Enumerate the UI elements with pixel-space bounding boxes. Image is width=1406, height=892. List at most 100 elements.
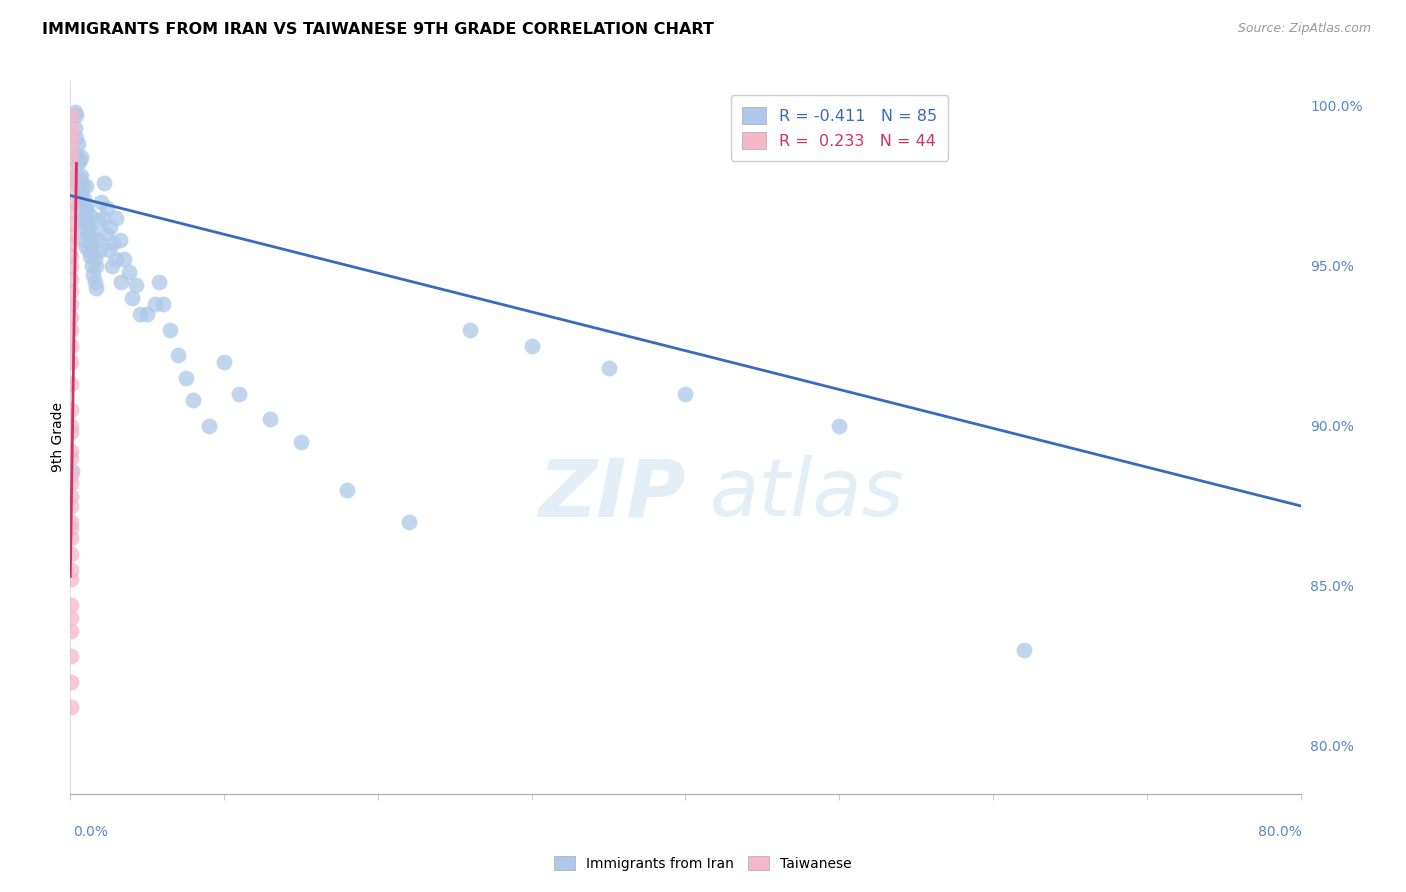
Point [84,252,107,267]
Point [105,252,128,267]
Point [69,153,91,168]
Point [75,178,97,193]
Point [59,563,82,577]
Point [76,204,98,219]
Point [75,198,97,212]
Point [86,281,108,295]
Point [73,233,96,247]
Point [60,464,83,478]
Point [59,515,82,529]
Point [59,217,82,231]
Point [103,236,125,251]
Point [167,349,190,363]
Point [72,198,94,212]
Point [72,178,94,193]
Point [336,483,359,497]
Point [59,649,82,664]
Point [82,268,104,283]
Point [212,355,235,369]
Point [598,361,620,376]
Point [77,243,100,257]
Point [96,201,118,215]
Point [148,275,170,289]
Point [59,172,82,186]
Point [59,182,82,196]
Point [59,700,82,714]
Point [59,674,82,689]
Point [59,450,82,465]
Point [89,243,111,257]
Point [65,131,87,145]
Point [59,547,82,561]
Point [69,194,91,209]
Point [65,108,87,122]
Point [93,176,115,190]
Point [59,310,82,324]
Point [143,297,166,311]
Text: ZIP: ZIP [538,455,686,533]
Text: IMMIGRANTS FROM IRAN VS TAIWANESE 9TH GRADE CORRELATION CHART: IMMIGRANTS FROM IRAN VS TAIWANESE 9TH GR… [42,22,714,37]
Point [398,515,420,529]
Text: 80.0%: 80.0% [1258,825,1302,839]
Point [112,252,135,267]
Point [59,521,82,535]
Point [59,150,82,164]
Point [72,220,94,235]
Point [125,278,148,293]
Point [59,236,82,251]
Point [59,271,82,285]
Point [59,377,82,392]
Point [59,249,82,263]
Point [87,233,110,247]
Point [66,178,89,193]
Point [59,355,82,369]
Point [59,204,82,219]
Point [105,211,128,225]
Point [80,259,103,273]
Point [59,476,82,491]
Point [458,323,481,337]
Point [76,227,98,241]
Point [59,403,82,417]
Point [59,467,82,481]
Legend: R = -0.411   N = 85, R =  0.233   N = 44: R = -0.411 N = 85, R = 0.233 N = 44 [731,95,948,161]
Point [174,371,197,385]
Point [59,131,82,145]
Point [59,611,82,625]
Y-axis label: 9th Grade: 9th Grade [51,402,65,472]
Point [77,220,100,235]
Point [259,412,281,426]
Point [59,531,82,545]
Point [84,275,107,289]
Point [70,211,93,225]
Point [121,291,143,305]
Point [62,169,84,184]
Point [183,393,205,408]
Text: Source: ZipAtlas.com: Source: ZipAtlas.com [1237,22,1371,36]
Point [197,418,219,433]
Point [63,121,86,136]
Point [59,323,82,337]
Point [59,418,82,433]
Point [159,323,181,337]
Point [59,259,82,273]
Point [59,339,82,353]
Point [136,307,159,321]
Point [66,137,89,152]
Point [82,246,104,260]
Point [828,418,851,433]
Point [80,236,103,251]
Point [290,434,312,449]
Point [59,285,82,299]
Point [75,217,97,231]
Point [70,188,93,202]
Point [69,172,91,186]
Point [70,169,93,184]
Point [59,108,82,122]
Point [520,339,543,353]
Point [79,208,101,222]
Point [70,150,93,164]
Point [59,573,82,587]
Point [63,105,86,120]
Point [59,425,82,440]
